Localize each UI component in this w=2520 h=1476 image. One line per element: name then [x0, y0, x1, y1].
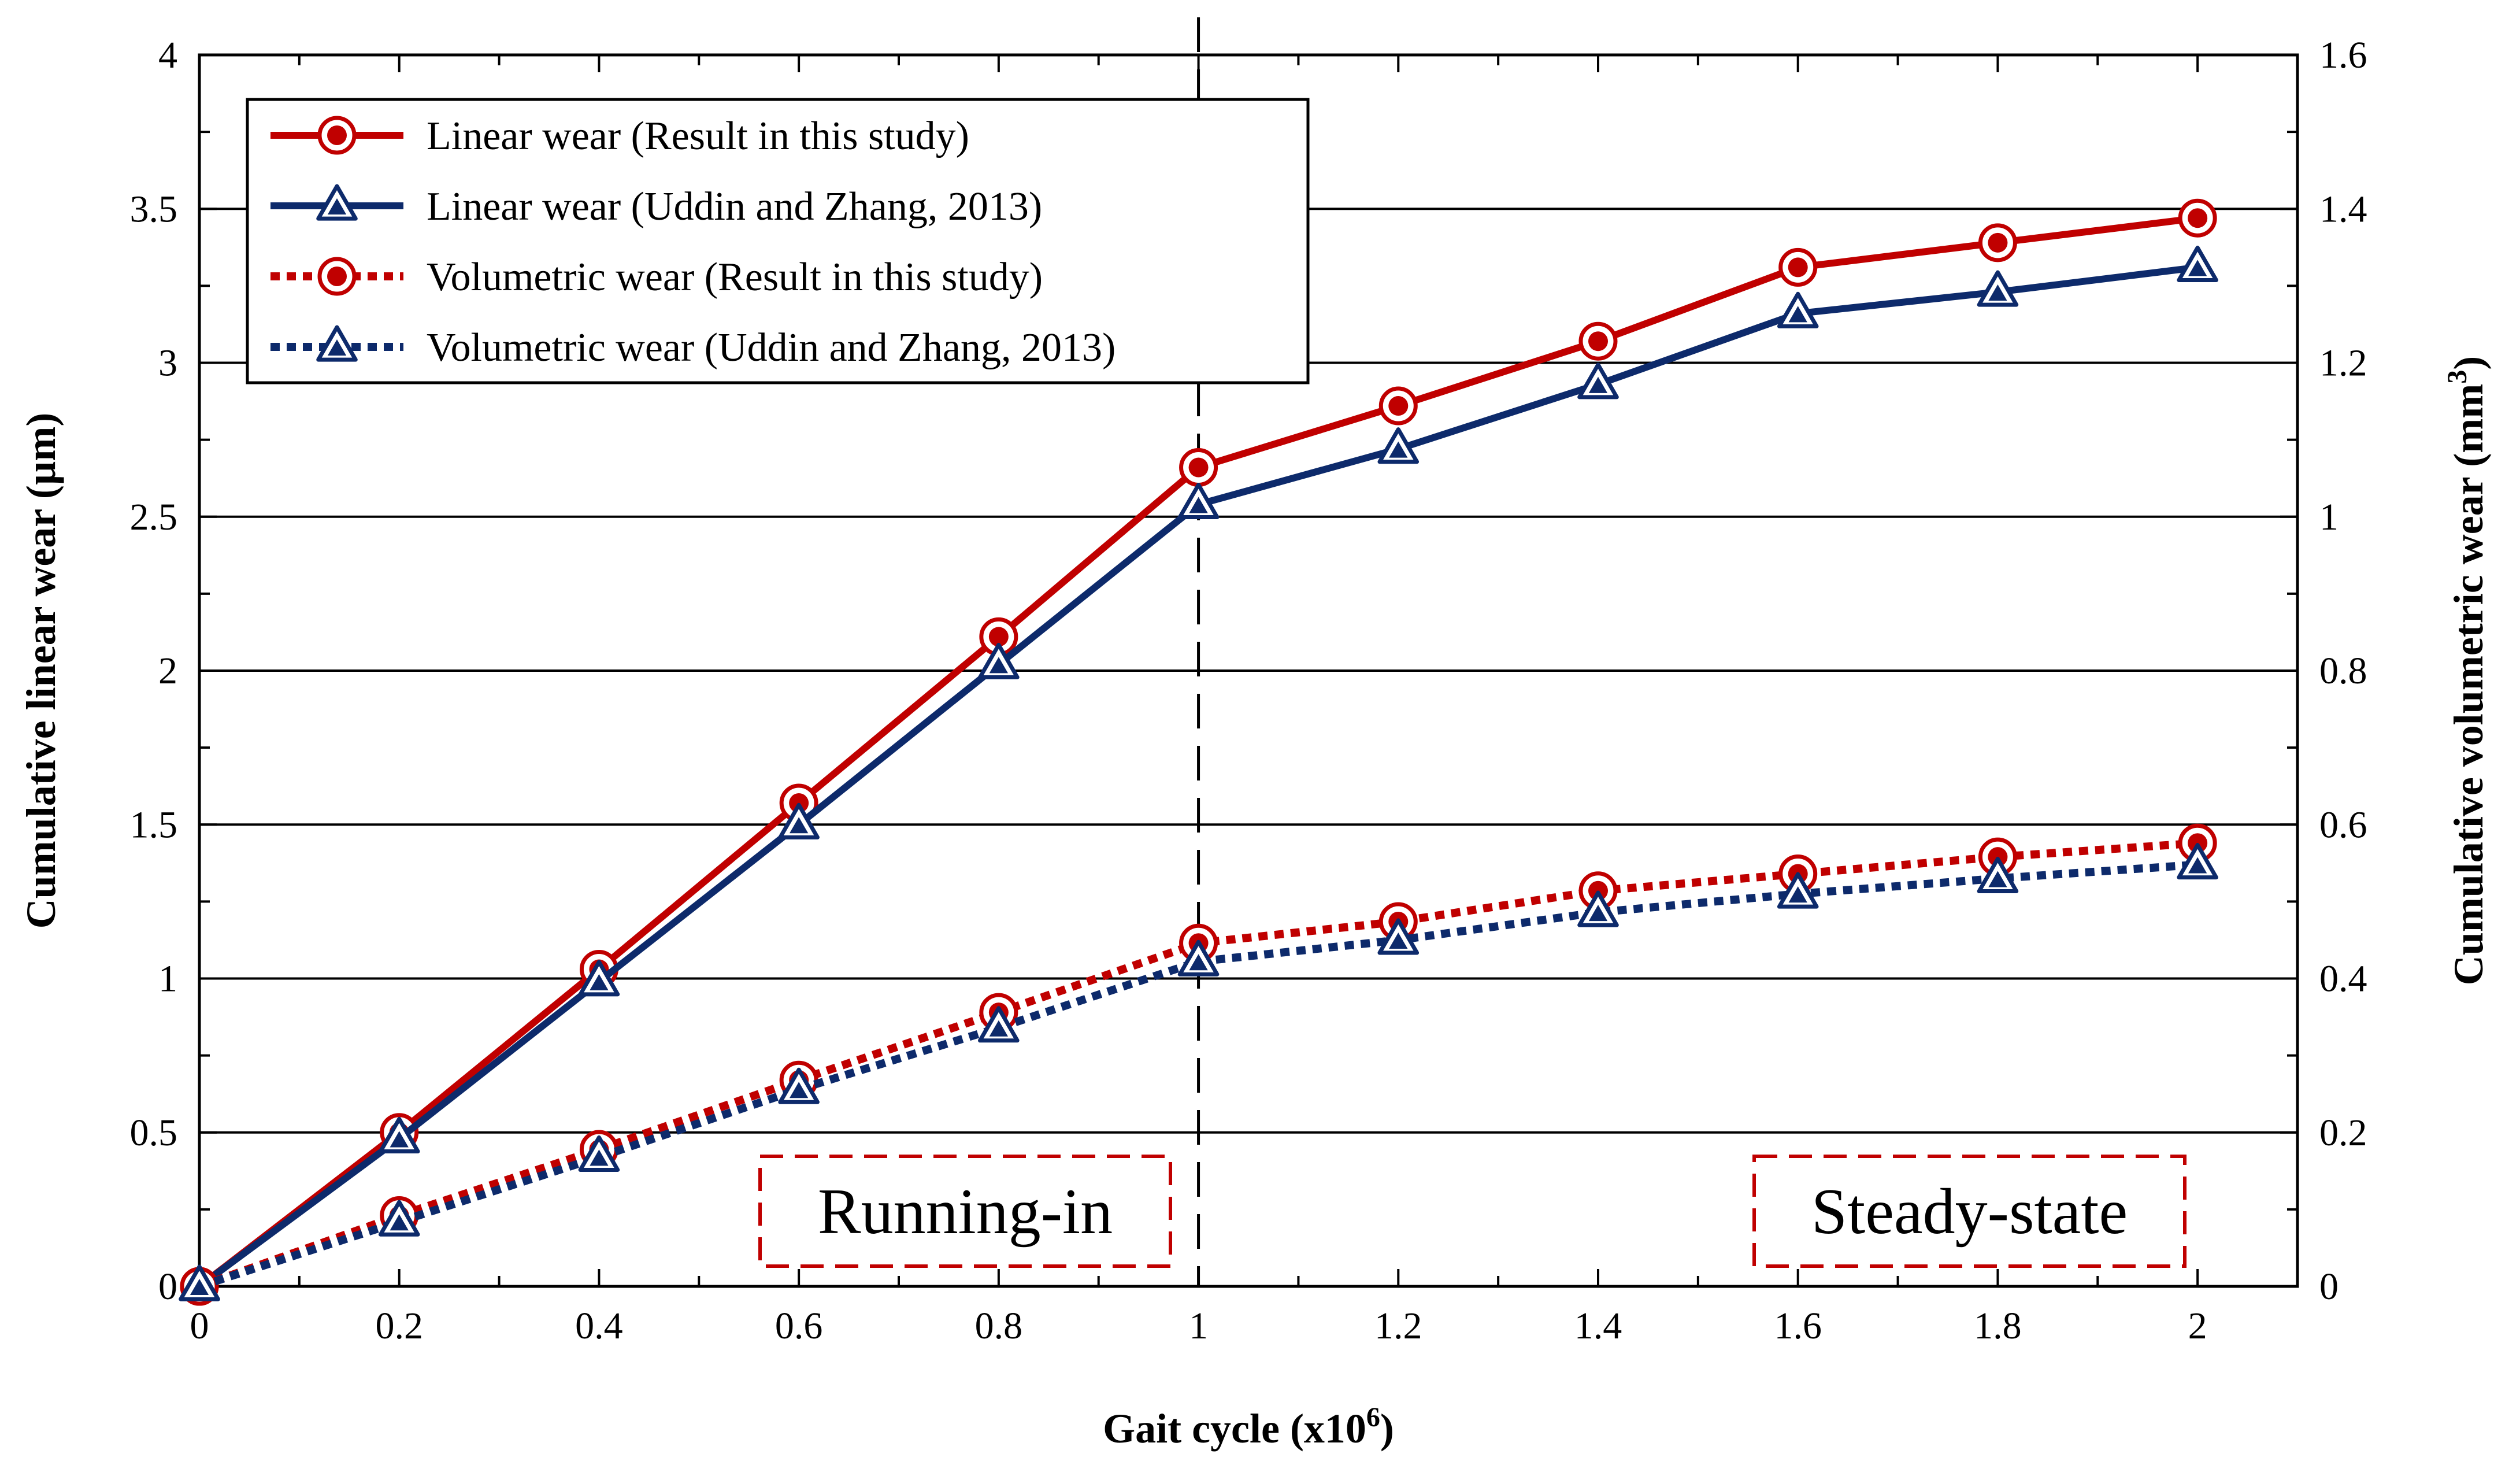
series-line-3 [198, 860, 2198, 1290]
y-tick-label: 1 [158, 958, 177, 1000]
y-tick-label: 2 [158, 650, 177, 692]
x-tick-label: 0.6 [775, 1305, 823, 1347]
series-1 [179, 245, 2218, 1301]
y2-tick-label: 1.4 [2319, 188, 2367, 230]
y-tick-label: 0 [158, 1266, 177, 1308]
legend-marker-3-core [327, 339, 347, 356]
x-tick-label: 2 [2188, 1305, 2207, 1347]
data-point-core [1588, 331, 1608, 352]
annotation-box-1 [1752, 1155, 2187, 1268]
annotation-label-1: Steady-state [1811, 1176, 2128, 1248]
y2-tick-label: 1.2 [2319, 342, 2367, 384]
data-point-core [1788, 306, 1807, 323]
y2-axis-ticks: 0 0.2 0.4 0.6 0.8 1 1.2 1.4 1.6 [2280, 34, 2367, 1308]
data-point-core [989, 1020, 1009, 1037]
x-tick-label: 1 [1189, 1305, 1208, 1347]
y-axis-title: Cumulative linear wear (µm) [18, 413, 64, 929]
y-tick-label: 3.5 [130, 188, 178, 230]
data-point-core [1788, 257, 1808, 278]
x-tick-label: 1.6 [1774, 1305, 1822, 1347]
y-tick-label: 2.5 [130, 496, 178, 538]
data-point-core [1389, 441, 1408, 458]
data-point-core [2188, 208, 2208, 228]
data-point-core [988, 627, 1009, 647]
y2-axis-title: Cumulative volumetric wear (mm3) [2442, 356, 2492, 985]
y2-tick-label: 0 [2319, 1266, 2339, 1308]
legend-label-1: Linear wear (Uddin and Zhang, 2013) [427, 184, 1042, 229]
x-tick-label: 0.8 [975, 1305, 1023, 1347]
data-point-core [1588, 376, 1608, 393]
data-point-core [1988, 232, 2008, 253]
x-axis-title: Gait cycle (x106) [1103, 1402, 1394, 1452]
data-point-core [789, 1082, 809, 1098]
data-point-core [1189, 954, 1208, 971]
data-point-core [1188, 457, 1209, 478]
data-point-core [1189, 497, 1208, 513]
legend-marker-1-core [327, 198, 347, 215]
legend: Linear wear (Result in this study) Linear… [246, 98, 1310, 384]
data-point-core [2188, 857, 2207, 874]
annotations: Running-in Steady-state [758, 1155, 2187, 1268]
data-point-core [190, 1279, 209, 1296]
data-point-core [390, 1214, 409, 1231]
legend-label-0: Linear wear (Result in this study) [427, 114, 969, 158]
legend-marker-0-core [327, 125, 347, 145]
y-tick-label: 4 [158, 34, 177, 76]
y2-tick-label: 1.6 [2319, 34, 2367, 76]
series-layer [179, 198, 2218, 1306]
annotation-label-0: Running-in [818, 1176, 1113, 1248]
data-point-core [1588, 905, 1608, 922]
data-point-core [1389, 932, 1408, 949]
data-point-core [590, 974, 609, 990]
y-tick-label: 0.5 [130, 1112, 178, 1154]
data-point-core [1988, 284, 2007, 301]
y2-tick-label: 0.6 [2319, 804, 2367, 846]
x-tick-label: 0.4 [575, 1305, 623, 1347]
data-point-core [789, 817, 809, 834]
data-point-core [1988, 871, 2007, 887]
y2-tick-label: 0.4 [2319, 958, 2367, 1000]
y2-tick-label: 1 [2319, 496, 2339, 538]
x-tick-label: 1.8 [1974, 1305, 2022, 1347]
y-tick-label: 3 [158, 342, 177, 384]
data-point-core [390, 1131, 409, 1148]
data-point-core [1388, 396, 1409, 416]
x-tick-label: 0 [190, 1305, 209, 1347]
x-tick-label: 1.4 [1574, 1305, 1622, 1347]
x-tick-label: 0.2 [375, 1305, 423, 1347]
y-axis-ticks: 0 0.5 1 1.5 2 2.5 3 3.5 4 [130, 34, 217, 1308]
data-point-core [989, 657, 1009, 674]
x-tick-label: 1.2 [1374, 1305, 1422, 1347]
data-point-core [590, 1149, 609, 1166]
legend-marker-2-core [327, 267, 347, 286]
data-point-core [2188, 260, 2207, 276]
x-axis-ticks: 0 0.2 0.4 0.6 0.8 1 1.2 1.4 1.6 1.8 2 [190, 55, 2299, 1347]
y-tick-label: 1.5 [130, 804, 178, 846]
series-3 [179, 842, 2218, 1301]
annotation-box-0 [758, 1155, 1172, 1268]
data-point-core [1788, 886, 1807, 903]
legend-label-2: Volumetric wear (Result in this study) [427, 255, 1043, 299]
legend-box [246, 98, 1310, 384]
y2-tick-label: 0.8 [2319, 650, 2367, 692]
y2-tick-label: 0.2 [2319, 1112, 2367, 1154]
legend-label-3: Volumetric wear (Uddin and Zhang, 2013) [427, 325, 1116, 370]
